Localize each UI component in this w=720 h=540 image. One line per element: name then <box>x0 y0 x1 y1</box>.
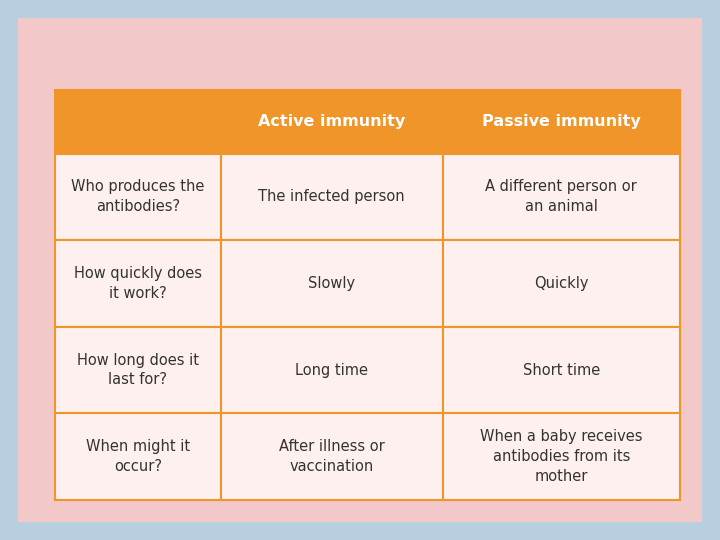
Bar <box>220 414 443 500</box>
Bar <box>443 414 680 500</box>
Bar <box>55 240 220 327</box>
Bar <box>55 327 220 414</box>
Text: Passive immunity: Passive immunity <box>482 114 641 129</box>
Text: How long does it
last for?: How long does it last for? <box>77 353 199 388</box>
Bar <box>220 153 443 240</box>
Text: Short time: Short time <box>523 362 600 377</box>
Text: When might it
occur?: When might it occur? <box>86 440 190 474</box>
Text: A different person or
an animal: A different person or an animal <box>485 179 637 214</box>
Text: When a baby receives
antibodies from its
mother: When a baby receives antibodies from its… <box>480 429 642 484</box>
Text: Long time: Long time <box>295 362 368 377</box>
Text: The infected person: The infected person <box>258 190 405 204</box>
Bar <box>55 414 220 500</box>
Text: After illness or
vaccination: After illness or vaccination <box>279 440 384 474</box>
Bar <box>443 240 680 327</box>
Text: Who produces the
antibodies?: Who produces the antibodies? <box>71 179 204 214</box>
Bar <box>55 153 220 240</box>
Text: How quickly does
it work?: How quickly does it work? <box>74 266 202 301</box>
Bar <box>220 240 443 327</box>
Bar <box>443 153 680 240</box>
Bar <box>220 90 443 153</box>
Text: Quickly: Quickly <box>534 276 588 291</box>
Bar <box>220 327 443 414</box>
Bar <box>443 327 680 414</box>
Bar <box>55 90 220 153</box>
Bar <box>443 90 680 153</box>
Text: Slowly: Slowly <box>308 276 355 291</box>
Text: Active immunity: Active immunity <box>258 114 405 129</box>
